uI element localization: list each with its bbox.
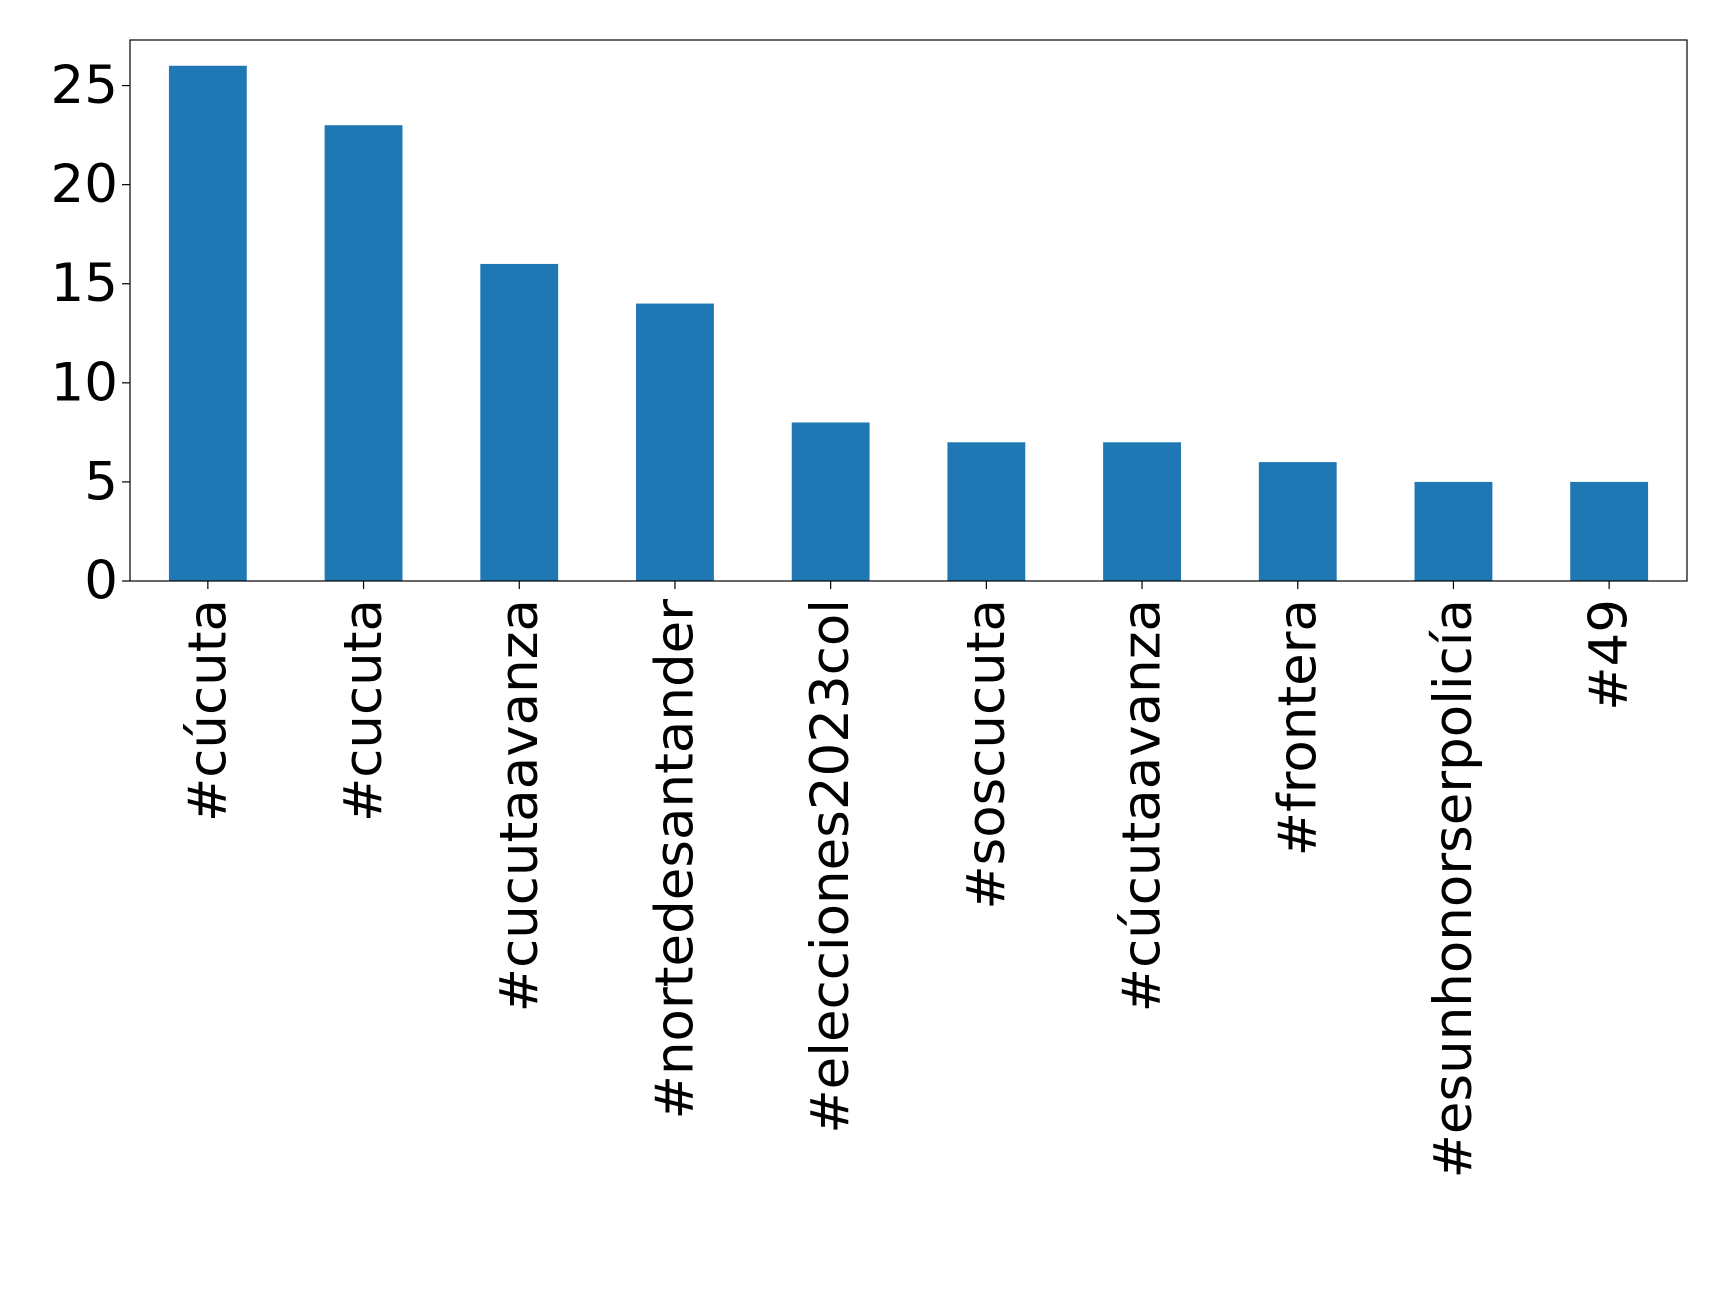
x-tick-label: #cucuta [333,599,394,822]
bar [947,442,1026,581]
x-tick-label: #elecciones2023col [800,599,861,1134]
bar [791,422,870,581]
bar [480,263,559,581]
bar [1258,462,1337,581]
y-tick-label: 25 [51,55,118,116]
y-tick-label: 15 [51,253,118,314]
bar [324,125,403,581]
y-tick-label: 5 [84,451,118,512]
x-tick-label: #cucutaavanza [489,599,550,1012]
bar [1414,481,1493,581]
bar [168,65,247,581]
x-tick-label: #frontera [1267,599,1328,856]
bar [636,303,714,581]
x-tick-label: #esunhonorserpolicía [1423,599,1484,1179]
y-tick-label: 0 [84,551,118,612]
x-tick-label: #49 [1579,599,1640,711]
bar [1103,442,1181,581]
y-tick-label: 10 [51,352,118,413]
x-tick-label: #nortedesantander [644,599,705,1120]
x-tick-label: #cúcutaavanza [1112,599,1173,1012]
plot-frame [129,39,1688,582]
y-tick-label: 20 [51,154,118,215]
bar [1570,481,1649,581]
x-tick-label: #cúcuta [177,599,238,822]
x-tick-label: #soscucuta [956,599,1017,910]
